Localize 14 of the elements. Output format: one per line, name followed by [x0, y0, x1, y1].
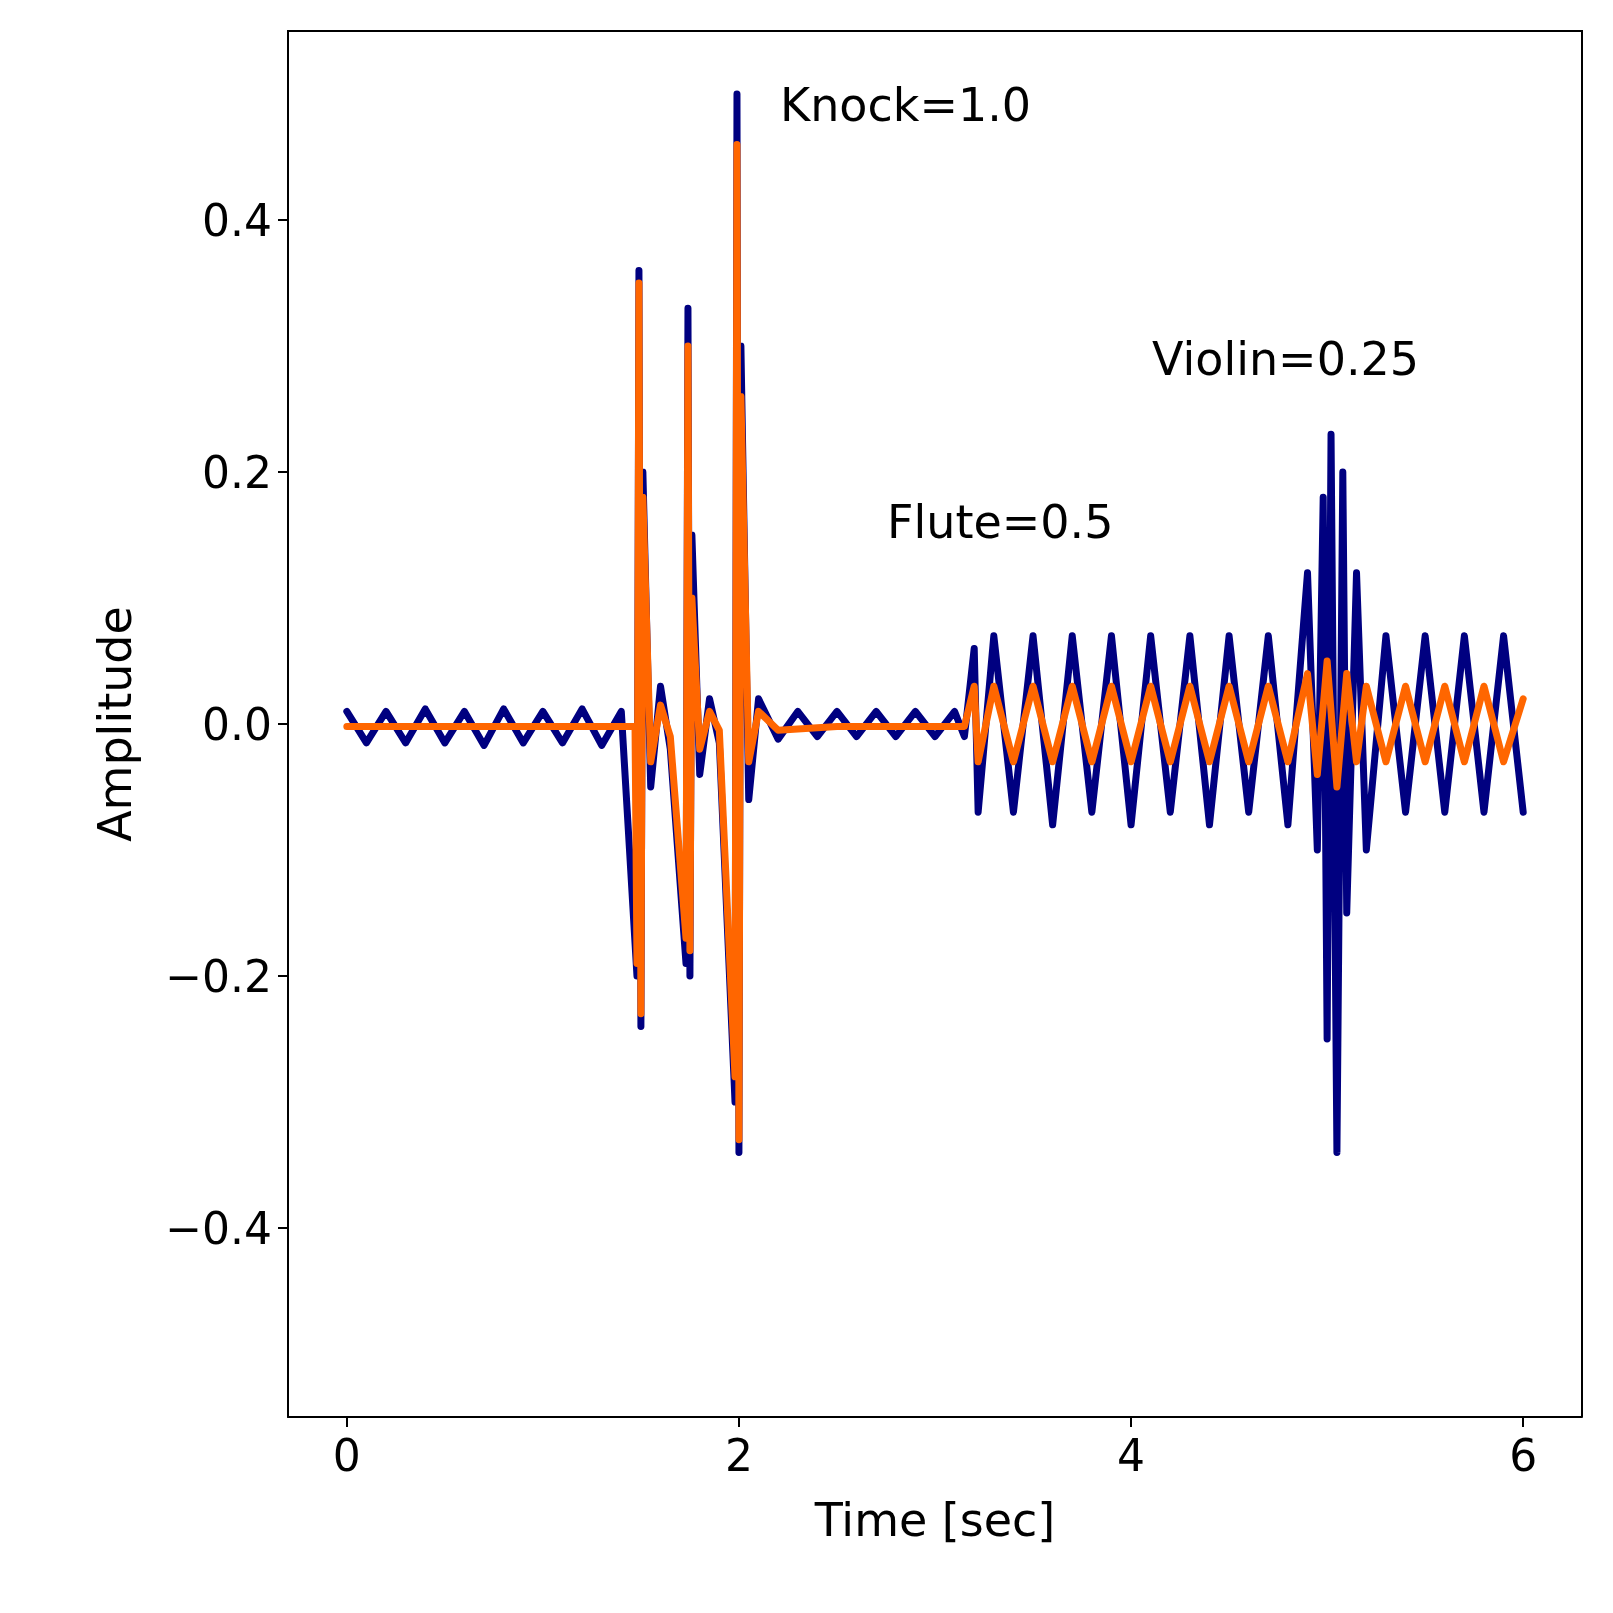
annotation: Flute=0.5 [887, 495, 1114, 549]
y-tick-label: −0.4 [165, 1202, 272, 1254]
x-tick-label: 6 [1509, 1429, 1538, 1481]
y-tick-label: 0.4 [202, 194, 272, 246]
annotation: Knock=1.0 [780, 78, 1032, 132]
y-axis-title: Amplitude [88, 606, 142, 842]
x-axis-title: Time [sec] [813, 1493, 1056, 1547]
x-tick-label: 4 [1117, 1429, 1146, 1481]
x-tick-label: 0 [332, 1429, 361, 1481]
x-tick-label: 2 [724, 1429, 753, 1481]
y-tick-label: 0.2 [202, 446, 272, 498]
y-tick-label: 0.0 [202, 698, 272, 750]
annotation: Violin=0.25 [1152, 332, 1420, 386]
y-tick-label: −0.2 [165, 950, 272, 1002]
